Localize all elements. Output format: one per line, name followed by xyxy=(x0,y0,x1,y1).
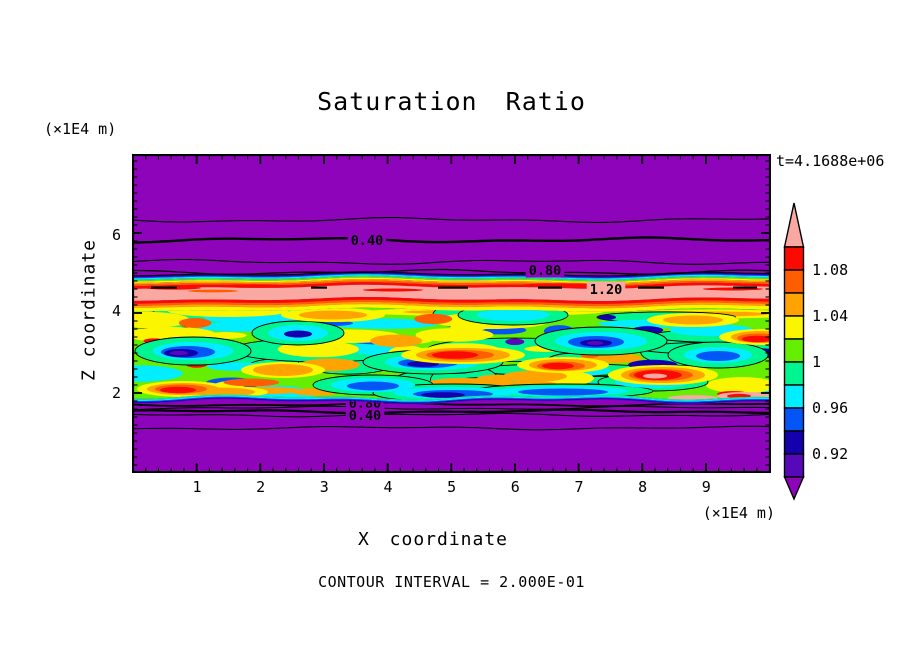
y-tick-label: 2 xyxy=(111,384,121,402)
colorbar-tick-label: 1 xyxy=(812,353,821,371)
x-tick-label: 3 xyxy=(319,478,329,496)
colorbar-tick-label: 1.08 xyxy=(812,261,848,279)
colorbar-tick-label: 1.04 xyxy=(812,307,848,325)
y-tick-label: 4 xyxy=(111,302,121,320)
x-tick-label: 1 xyxy=(192,478,202,496)
colorbar-tick-label: 0.96 xyxy=(812,399,848,417)
contour-line-label: 0.40 xyxy=(349,408,382,424)
contour-line-label: 0.80 xyxy=(529,263,562,279)
contour-line-label: 1.20 xyxy=(590,282,623,298)
x-tick-label: 6 xyxy=(510,478,520,496)
time-annotation: t=4.1688e+06 xyxy=(776,152,885,170)
x-axis-title: X coordinate xyxy=(357,529,509,550)
x-tick-label: 7 xyxy=(574,478,584,496)
colorbar: 1.08 1.04 1 0.96 0.92 xyxy=(783,202,848,501)
contour-interval-label: CONTOUR INTERVAL = 2.000E-01 xyxy=(318,573,585,591)
chart-title: Saturation Ratio xyxy=(317,87,586,116)
x-axis-unit-label: (×1E4 m) xyxy=(702,504,775,522)
y-axis-unit-label: (×1E4 m) xyxy=(44,120,117,138)
x-tick-label: 4 xyxy=(383,478,393,496)
y-tick-label: 6 xyxy=(111,226,121,244)
colorbar-tick-label: 0.92 xyxy=(812,445,848,463)
x-tick-label: 5 xyxy=(447,478,457,496)
x-tick-label: 2 xyxy=(256,478,266,496)
x-tick-label: 9 xyxy=(701,478,711,496)
x-tick-label: 8 xyxy=(638,478,648,496)
contour-plot: 0.800.400.801.200.40 xyxy=(132,154,771,473)
contour-line-label: 0.40 xyxy=(351,233,384,249)
